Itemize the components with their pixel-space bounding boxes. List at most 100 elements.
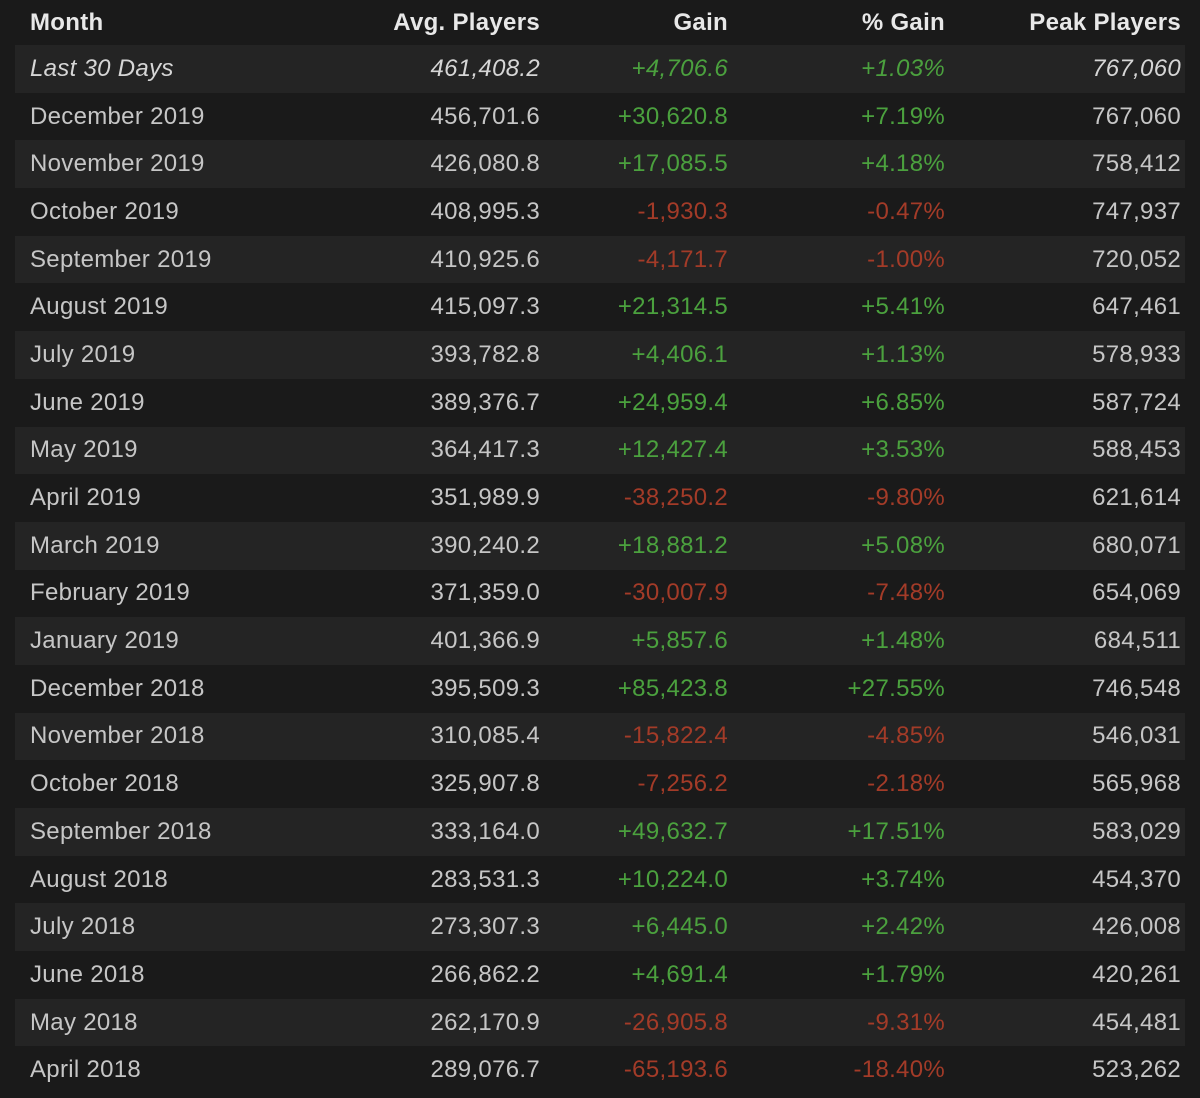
cell-gain: -38,250.2: [623, 484, 728, 512]
cell-peak-players: 621,614: [1092, 484, 1181, 512]
table-header-row: Month Avg. Players Gain % Gain Peak Play…: [15, 0, 1185, 45]
cell-avg-players: 283,531.3: [430, 865, 540, 893]
cell-avg-players: 273,307.3: [430, 913, 540, 941]
cell-month: September 2018: [30, 817, 212, 845]
cell-gain: +12,427.4: [617, 436, 728, 464]
cell-percent-gain: +2.42%: [861, 913, 945, 941]
table-row: October 2018 325,907.8 -7,256.2 -2.18% 5…: [15, 760, 1185, 808]
cell-peak-players: 588,453: [1092, 436, 1181, 464]
table-row: November 2018 310,085.4 -15,822.4 -4.85%…: [15, 712, 1185, 761]
cell-month: June 2019: [30, 388, 145, 416]
cell-month: September 2019: [30, 245, 212, 273]
cell-avg-players: 262,170.9: [430, 1008, 540, 1036]
cell-avg-players: 395,509.3: [430, 674, 540, 702]
cell-gain: +5,857.6: [631, 627, 728, 655]
cell-month: August 2019: [30, 293, 169, 321]
cell-avg-players: 389,376.7: [430, 388, 540, 416]
cell-month: June 2018: [30, 960, 145, 988]
cell-month: November 2018: [30, 722, 205, 750]
cell-month: December 2018: [30, 674, 205, 702]
cell-gain: -30,007.9: [623, 579, 728, 607]
table-row: November 2019 426,080.8 +17,085.5 +4.18%…: [15, 140, 1185, 189]
cell-month: October 2019: [30, 197, 180, 225]
cell-avg-players: 456,701.6: [430, 102, 540, 130]
cell-avg-players: 410,925.6: [430, 245, 540, 273]
cell-gain: +85,423.8: [617, 674, 728, 702]
cell-gain: -4,171.7: [637, 245, 728, 273]
table-row: July 2018 273,307.3 +6,445.0 +2.42% 426,…: [15, 903, 1185, 952]
table-row: September 2019 410,925.6 -4,171.7 -1.00%…: [15, 235, 1185, 284]
cell-peak-players: 684,511: [1093, 627, 1181, 655]
cell-month: April 2019: [30, 484, 142, 512]
table-row: March 2019 390,240.2 +18,881.2 +5.08% 68…: [15, 521, 1185, 570]
cell-peak-players: 647,461: [1092, 293, 1181, 321]
cell-peak-players: 454,481: [1092, 1008, 1181, 1036]
cell-avg-players: 325,907.8: [430, 770, 540, 798]
cell-gain: +6,445.0: [631, 913, 728, 941]
cell-peak-players: 546,031: [1092, 722, 1181, 750]
cell-percent-gain: -9.31%: [867, 1008, 945, 1036]
table-body: Last 30 Days 461,408.2 +4,706.6 +1.03% 7…: [15, 45, 1185, 1094]
cell-gain: -65,193.6: [623, 1056, 728, 1084]
cell-month: March 2019: [30, 531, 160, 559]
cell-peak-players: 767,060: [1092, 54, 1181, 82]
table-row: August 2018 283,531.3 +10,224.0 +3.74% 4…: [15, 856, 1185, 904]
cell-gain: +4,691.4: [631, 960, 728, 988]
cell-percent-gain: -0.47%: [867, 197, 945, 225]
cell-month: October 2018: [30, 770, 180, 798]
cell-month: August 2018: [30, 865, 169, 893]
cell-percent-gain: +1.79%: [861, 960, 945, 988]
cell-avg-players: 310,085.4: [430, 722, 540, 750]
cell-gain: -15,822.4: [623, 722, 728, 750]
cell-month: April 2018: [30, 1056, 142, 1084]
cell-avg-players: 371,359.0: [430, 579, 540, 607]
cell-peak-players: 747,937: [1092, 197, 1181, 225]
cell-avg-players: 289,076.7: [430, 1056, 540, 1084]
cell-month: May 2018: [30, 1008, 138, 1036]
cell-percent-gain: +5.08%: [861, 531, 945, 559]
table-row: July 2019 393,782.8 +4,406.1 +1.13% 578,…: [15, 331, 1185, 379]
cell-percent-gain: +1.13%: [861, 340, 945, 368]
cell-avg-players: 408,995.3: [430, 197, 540, 225]
cell-avg-players: 461,408.2: [430, 54, 540, 82]
table-row: December 2018 395,509.3 +85,423.8 +27.55…: [15, 665, 1185, 713]
cell-percent-gain: +17.51%: [847, 817, 945, 845]
table-row: June 2019 389,376.7 +24,959.4 +6.85% 587…: [15, 379, 1185, 427]
cell-percent-gain: +3.74%: [861, 865, 945, 893]
cell-peak-players: 454,370: [1092, 865, 1181, 893]
cell-peak-players: 426,008: [1092, 913, 1181, 941]
cell-gain: +49,632.7: [617, 817, 728, 845]
cell-avg-players: 393,782.8: [430, 340, 540, 368]
table-row: October 2019 408,995.3 -1,930.3 -0.47% 7…: [15, 188, 1185, 236]
cell-avg-players: 266,862.2: [430, 960, 540, 988]
cell-avg-players: 401,366.9: [430, 627, 540, 655]
cell-avg-players: 364,417.3: [430, 436, 540, 464]
cell-peak-players: 578,933: [1092, 340, 1181, 368]
column-header-percent-gain: % Gain: [861, 8, 945, 36]
cell-month: November 2019: [30, 150, 205, 178]
cell-gain: +30,620.8: [617, 102, 728, 130]
cell-peak-players: 565,968: [1092, 770, 1181, 798]
column-header-month: Month: [30, 8, 104, 36]
cell-gain: -7,256.2: [637, 770, 728, 798]
cell-peak-players: 583,029: [1092, 817, 1181, 845]
cell-percent-gain: -2.18%: [867, 770, 945, 798]
cell-peak-players: 420,261: [1092, 960, 1181, 988]
cell-gain: +10,224.0: [617, 865, 728, 893]
table-row: May 2019 364,417.3 +12,427.4 +3.53% 588,…: [15, 426, 1185, 475]
cell-avg-players: 333,164.0: [430, 817, 540, 845]
cell-month: Last 30 Days: [30, 54, 174, 82]
table-row: June 2018 266,862.2 +4,691.4 +1.79% 420,…: [15, 951, 1185, 999]
cell-avg-players: 351,989.9: [430, 484, 540, 512]
cell-percent-gain: -1.00%: [867, 245, 945, 273]
cell-percent-gain: +1.03%: [861, 54, 945, 82]
table-row: May 2018 262,170.9 -26,905.8 -9.31% 454,…: [15, 998, 1185, 1047]
table-row: April 2018 289,076.7 -65,193.6 -18.40% 5…: [15, 1046, 1185, 1094]
cell-gain: +18,881.2: [617, 531, 728, 559]
cell-gain: +4,406.1: [631, 340, 728, 368]
cell-percent-gain: +7.19%: [861, 102, 945, 130]
cell-peak-players: 680,071: [1092, 531, 1181, 559]
table-row: April 2019 351,989.9 -38,250.2 -9.80% 62…: [15, 474, 1185, 522]
cell-peak-players: 758,412: [1092, 150, 1181, 178]
